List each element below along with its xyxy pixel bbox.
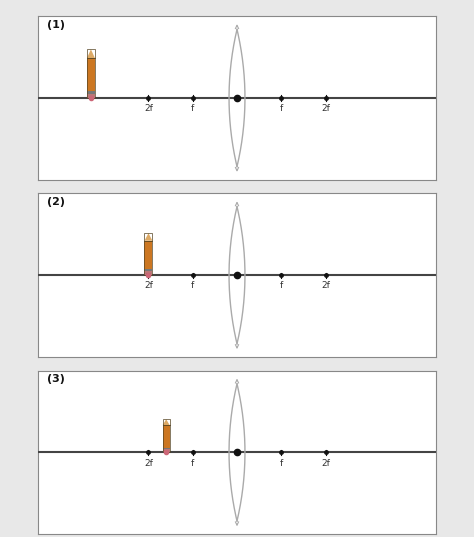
- Bar: [145, 270, 153, 271]
- Polygon shape: [145, 233, 153, 241]
- Polygon shape: [87, 49, 95, 58]
- Bar: [87, 49, 95, 98]
- Bar: [87, 91, 95, 93]
- Text: (2): (2): [46, 197, 64, 207]
- Bar: [163, 425, 170, 448]
- Text: (3): (3): [46, 374, 64, 384]
- Bar: [87, 58, 95, 91]
- Text: f: f: [280, 104, 283, 113]
- Text: (1): (1): [46, 20, 64, 30]
- Bar: [145, 241, 153, 270]
- Text: 2f: 2f: [321, 459, 330, 468]
- Bar: [163, 448, 170, 449]
- Polygon shape: [163, 419, 170, 425]
- Bar: [87, 93, 95, 98]
- Text: 2f: 2f: [144, 104, 153, 113]
- Text: 2f: 2f: [144, 459, 153, 468]
- Bar: [163, 419, 170, 452]
- Text: f: f: [191, 281, 194, 291]
- Text: 2f: 2f: [144, 281, 153, 291]
- Text: f: f: [191, 104, 194, 113]
- Text: f: f: [280, 281, 283, 291]
- Bar: [145, 233, 153, 275]
- Bar: [145, 271, 153, 275]
- Bar: [163, 449, 170, 452]
- Text: 2f: 2f: [321, 104, 330, 113]
- Text: f: f: [191, 459, 194, 468]
- Text: 2f: 2f: [321, 281, 330, 291]
- Text: f: f: [280, 459, 283, 468]
